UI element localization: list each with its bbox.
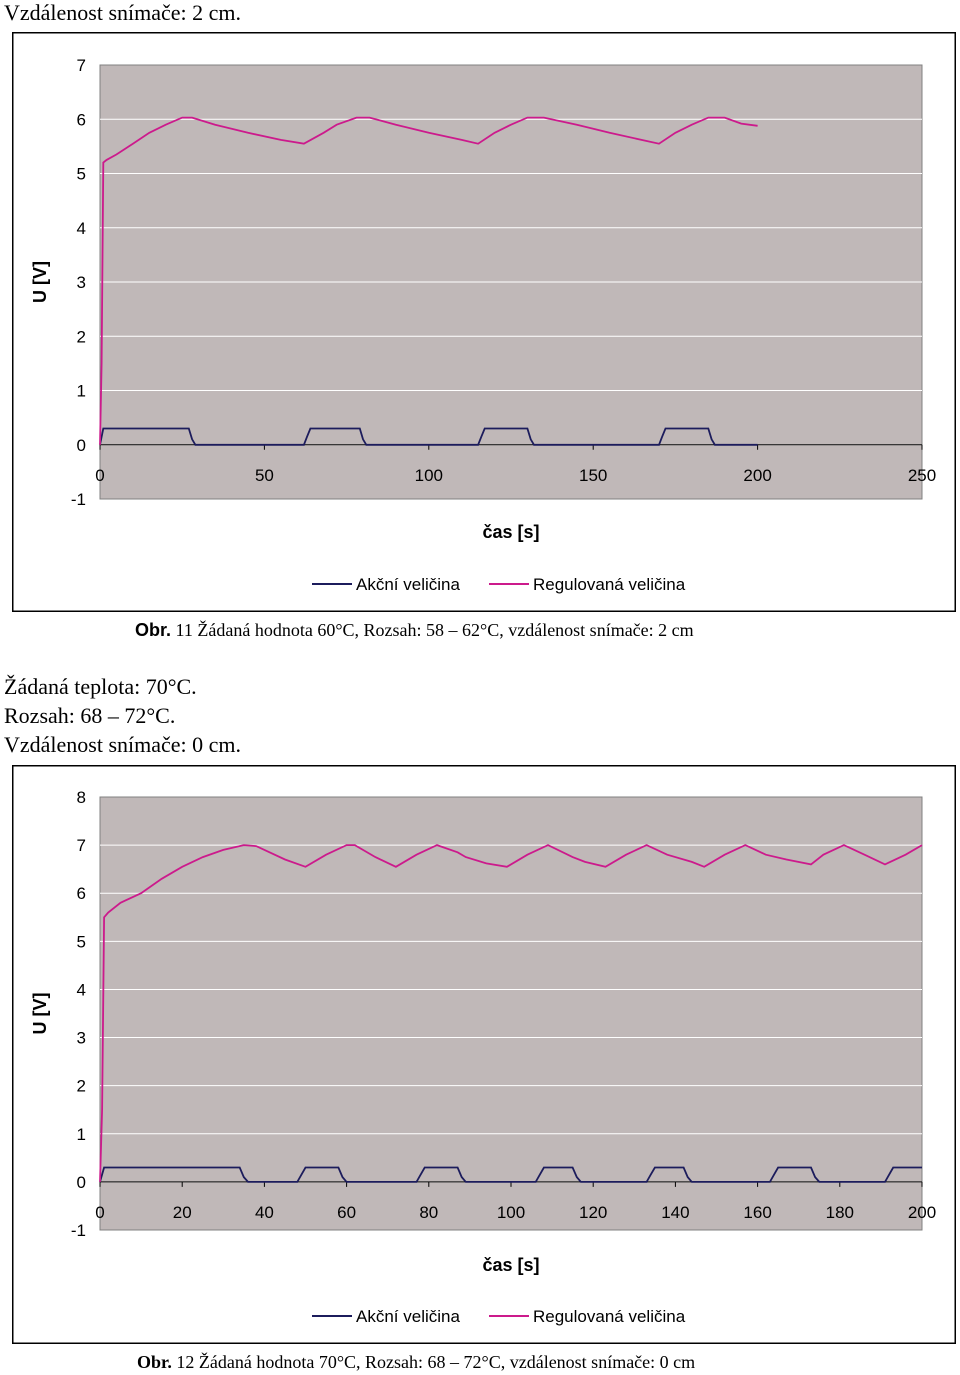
- chart-1-x-tick-label: 50: [255, 466, 274, 485]
- chart-1-y-tick-label: -1: [71, 490, 86, 509]
- chart-2-x-tick-label: 20: [173, 1203, 192, 1222]
- chart-1-y-axis-label: U [V]: [30, 261, 50, 303]
- sensor-distance-line-2: Vzdálenost snímače: 0 cm.: [4, 732, 242, 757]
- chart-1-legend-label: Regulovaná veličina: [533, 575, 686, 594]
- chart-1-series-regulated-line: [99, 116, 758, 445]
- chart-2-y-tick-label: 8: [77, 788, 86, 807]
- caption-1-text: Žádaná hodnota 60°C, Rozsah: 58 – 62°C, …: [197, 620, 694, 640]
- chart-1-series-action-line: [99, 427, 758, 446]
- caption-1-prefix: Obr.: [135, 620, 172, 640]
- chart-2-x-tick-label: 60: [337, 1203, 356, 1222]
- chart-1-y-tick-label: 2: [77, 327, 86, 346]
- chart-2-y-tick-label: 1: [77, 1125, 86, 1144]
- chart-1-wrap: -1 0 1 2 3 4 5 6 7 0 50 100 150 200 250 U [V] čas [s] Akč…: [11, 31, 957, 613]
- chart-2-y-tick-label: -1: [71, 1221, 86, 1240]
- caption-1-number: 11: [175, 620, 193, 640]
- chart-2-legend-label: Akční veličina: [356, 1307, 460, 1326]
- caption-2-prefix: Obr.: [137, 1352, 172, 1372]
- chart-2-x-tick-label: 0: [95, 1203, 104, 1222]
- figure-11-caption: Obr. 11 Žádaná hodnota 60°C, Rozsah: 58 …: [135, 620, 694, 641]
- setpoint-line: Žádaná teplota: 70°C.: [4, 674, 197, 699]
- chart-1-y-tick-label: 5: [77, 165, 86, 184]
- chart-1-y-tick-label: 6: [77, 110, 86, 129]
- chart-1-x-tick-label: 100: [415, 466, 443, 485]
- chart-1-x-axis-label: čas [s]: [482, 522, 539, 542]
- chart-1-x-tick-label: 0: [95, 466, 104, 485]
- chart-2-y-tick-label: 0: [77, 1173, 86, 1192]
- caption-2-number: 12: [176, 1352, 195, 1372]
- chart-2-y-tick-label: 2: [77, 1077, 86, 1096]
- chart-2-x-axis-label: čas [s]: [482, 1255, 539, 1275]
- chart-2-x-tick-label: 80: [419, 1203, 438, 1222]
- chart-1-y-tick-label: 1: [77, 382, 86, 401]
- chart-1-y-tick-label: 3: [77, 273, 86, 292]
- chart-2-y-tick-label: 3: [77, 1029, 86, 1048]
- chart-1-x-tick-label: 150: [579, 466, 607, 485]
- chart-2-x-tick-label: 140: [661, 1203, 689, 1222]
- chart-1-x-tick-label: 200: [743, 466, 771, 485]
- chart-1-y-tick-label: 7: [77, 56, 86, 75]
- chart-2-y-tick-label: 6: [77, 884, 86, 903]
- sensor-distance-line-1: Vzdálenost snímače: 2 cm.: [4, 0, 242, 25]
- chart-2-y-tick-label: 5: [77, 932, 86, 951]
- chart-2-x-tick-label: 120: [579, 1203, 607, 1222]
- chart-2-wrap: -1 0 1 2 3 4 5 6 7 8 0 20 40 60 80 100 120 140 160 180 200 U …: [11, 764, 957, 1345]
- chart-2-x-tick-label: 40: [255, 1203, 274, 1222]
- chart-1-x-tick-label: 250: [908, 466, 936, 485]
- chart-1: -1 0 1 2 3 4 5 6 7 0 50 100 150 200 250 U [V] čas [s] Akč…: [11, 31, 957, 613]
- chart-2-y-axis-label: U [V]: [30, 993, 50, 1035]
- chart-2-series-action-line: [99, 1166, 922, 1183]
- chart-2-x-tick-label: 200: [908, 1203, 936, 1222]
- chart-1-legend-label: Akční veličina: [356, 575, 460, 594]
- chart-2-legend-label: Regulovaná veličina: [533, 1307, 686, 1326]
- chart-2-y-tick-label: 4: [77, 980, 86, 999]
- chart-2-y-tick-label: 7: [77, 836, 86, 855]
- chart-2-x-tick-label: 180: [826, 1203, 854, 1222]
- figure-12-caption: Obr. 12 Žádaná hodnota 70°C, Rozsah: 68 …: [137, 1352, 695, 1373]
- chart-2-x-tick-label: 100: [497, 1203, 525, 1222]
- caption-2-text: Žádaná hodnota 70°C, Rozsah: 68 – 72°C, …: [198, 1352, 696, 1372]
- chart-1-y-tick-label: 4: [77, 219, 86, 238]
- chart-2-plot-area: [99, 796, 923, 1231]
- chart-2-series-regulated-line: [99, 844, 923, 1182]
- range-line: Rozsah: 68 – 72°C.: [4, 703, 176, 728]
- chart-1-y-tick-label: 0: [77, 436, 86, 455]
- chart-2-x-tick-label: 160: [743, 1203, 771, 1222]
